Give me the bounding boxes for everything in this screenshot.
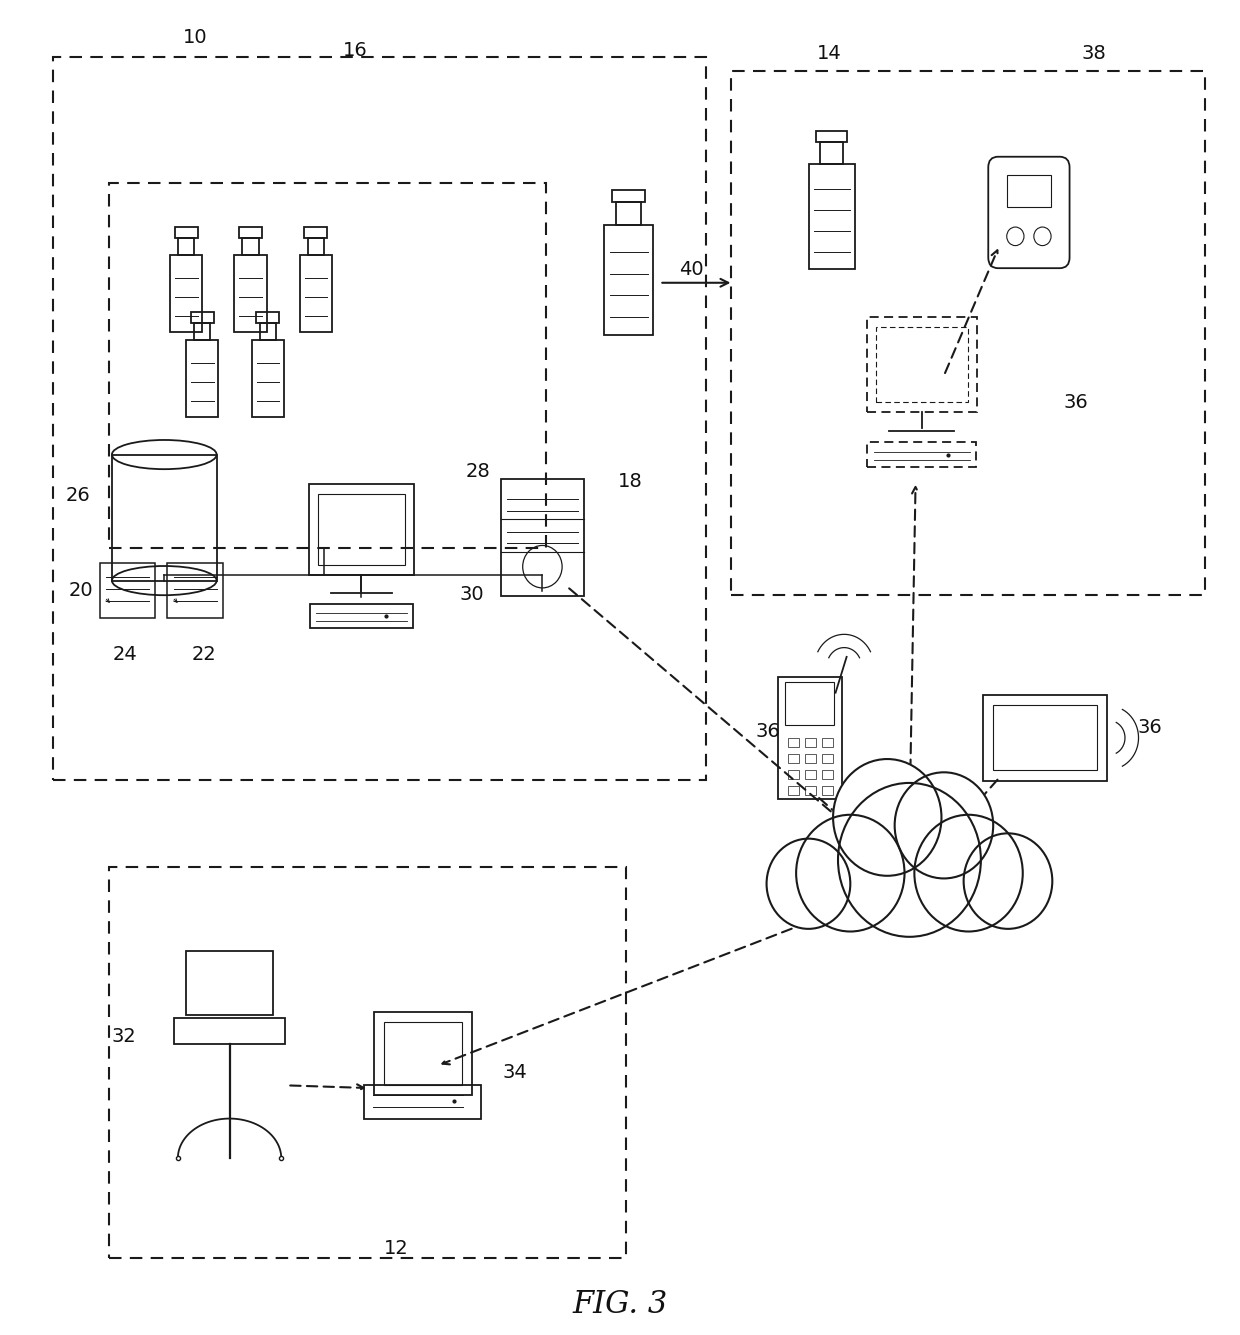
Bar	[808, 164, 856, 268]
Bar	[993, 705, 1096, 770]
Bar	[787, 785, 799, 794]
Bar	[868, 442, 976, 467]
Bar	[777, 677, 842, 798]
Bar	[300, 255, 332, 332]
Bar	[730, 71, 1205, 594]
Bar	[304, 227, 327, 238]
Bar	[310, 603, 413, 627]
Polygon shape	[766, 838, 851, 929]
Bar	[867, 316, 977, 411]
Text: 32: 32	[112, 1027, 136, 1045]
Bar	[309, 485, 414, 574]
Bar	[112, 455, 217, 581]
Bar	[613, 191, 645, 202]
Text: 36: 36	[1137, 718, 1162, 737]
Bar	[53, 57, 707, 780]
Bar	[99, 562, 155, 618]
Bar	[170, 255, 202, 332]
Bar	[109, 183, 546, 549]
Bar	[787, 738, 799, 748]
Text: 18: 18	[618, 473, 642, 491]
Text: 20: 20	[68, 581, 93, 599]
Text: 24: 24	[113, 645, 138, 663]
Bar	[875, 327, 967, 402]
Bar	[195, 323, 211, 340]
Bar	[252, 340, 284, 417]
Bar	[175, 227, 198, 238]
Bar	[317, 494, 405, 565]
Bar	[239, 227, 262, 238]
Polygon shape	[796, 814, 904, 932]
Text: FIG. 3: FIG. 3	[573, 1288, 667, 1320]
Bar	[383, 1021, 463, 1085]
Bar	[243, 238, 258, 255]
Bar	[983, 694, 1106, 781]
Bar	[822, 738, 833, 748]
Bar	[167, 562, 223, 618]
Bar	[186, 952, 273, 1015]
Bar	[805, 785, 816, 794]
Bar	[805, 770, 816, 778]
Text: 30: 30	[460, 585, 485, 603]
Text: 22: 22	[191, 645, 216, 663]
Bar	[308, 238, 324, 255]
Bar	[805, 754, 816, 764]
Bar	[820, 142, 843, 164]
Bar	[255, 312, 279, 323]
Bar	[787, 754, 799, 764]
Text: 10: 10	[182, 28, 207, 47]
Polygon shape	[963, 833, 1053, 929]
Text: 34: 34	[503, 1063, 528, 1081]
Polygon shape	[838, 782, 981, 937]
Bar	[787, 770, 799, 778]
Bar	[234, 255, 267, 332]
Text: 16: 16	[342, 41, 367, 60]
Text: 36: 36	[755, 722, 780, 741]
Polygon shape	[833, 760, 941, 876]
Text: 26: 26	[66, 486, 91, 505]
Text: 28: 28	[466, 462, 491, 481]
Bar	[186, 340, 218, 417]
Polygon shape	[914, 814, 1023, 932]
Text: 14: 14	[817, 44, 842, 63]
Bar	[373, 1012, 472, 1095]
Polygon shape	[895, 773, 993, 878]
Bar	[365, 1085, 481, 1119]
Bar	[259, 323, 275, 340]
Bar	[822, 754, 833, 764]
Text: 36: 36	[1064, 392, 1087, 411]
Bar	[604, 226, 653, 335]
Bar	[822, 770, 833, 778]
Bar	[174, 1017, 285, 1044]
Text: 40: 40	[680, 260, 704, 279]
Bar	[616, 202, 641, 226]
Text: 12: 12	[383, 1239, 408, 1258]
Bar	[805, 738, 816, 748]
Bar	[501, 479, 584, 595]
Bar	[179, 238, 195, 255]
Bar	[191, 312, 215, 323]
Text: 38: 38	[1081, 44, 1106, 63]
Bar	[816, 131, 847, 142]
Bar	[109, 866, 626, 1258]
Bar	[822, 785, 833, 794]
Bar	[1007, 175, 1052, 207]
Bar	[785, 682, 835, 725]
